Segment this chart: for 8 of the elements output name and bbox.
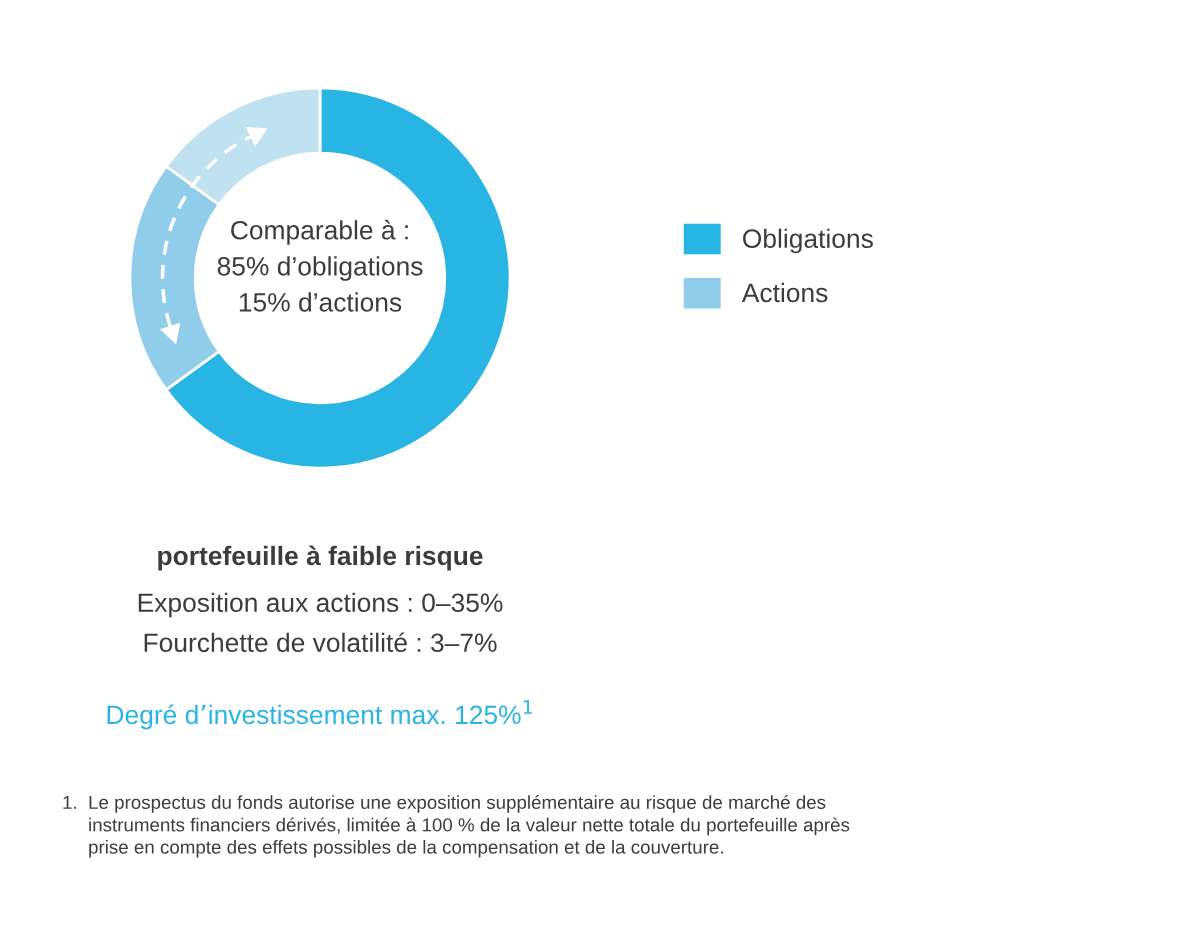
legend-label: Actions <box>741 282 828 303</box>
legend-label: Obligations <box>743 228 873 254</box>
text: Comparable à : 85% d’obligations 15% d’actions <box>217 219 423 312</box>
text: Exposition aux actions : 0–35% <box>138 592 503 618</box>
text: 1. Le prospectus du fonds autorise une exposition supplémentaire au risque de marché des instruments financiers dérivés, limitée à 100 % de la valeur nette totale du portefeuille après prise en compte des effets possibles de la compensation et de la couverture. <box>63 795 850 858</box>
text: Fourchette de volatilité : 3–7% <box>144 632 497 653</box>
text: portefeuille à faible risque <box>158 545 483 571</box>
text: Degré d’investissement max. 125%$^{1}$ <box>107 700 532 730</box>
